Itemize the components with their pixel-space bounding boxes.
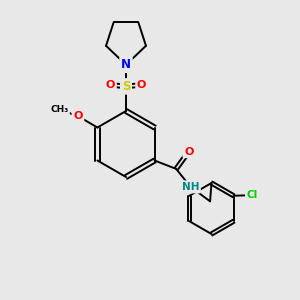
Text: N: N (121, 58, 131, 71)
Text: O: O (73, 111, 83, 121)
Text: O: O (184, 146, 194, 157)
Text: S: S (122, 80, 130, 93)
Text: CH₃: CH₃ (50, 105, 68, 114)
Text: O: O (106, 80, 115, 90)
Text: O: O (137, 80, 146, 90)
Text: Cl: Cl (247, 190, 258, 200)
Text: NH: NH (182, 182, 199, 192)
